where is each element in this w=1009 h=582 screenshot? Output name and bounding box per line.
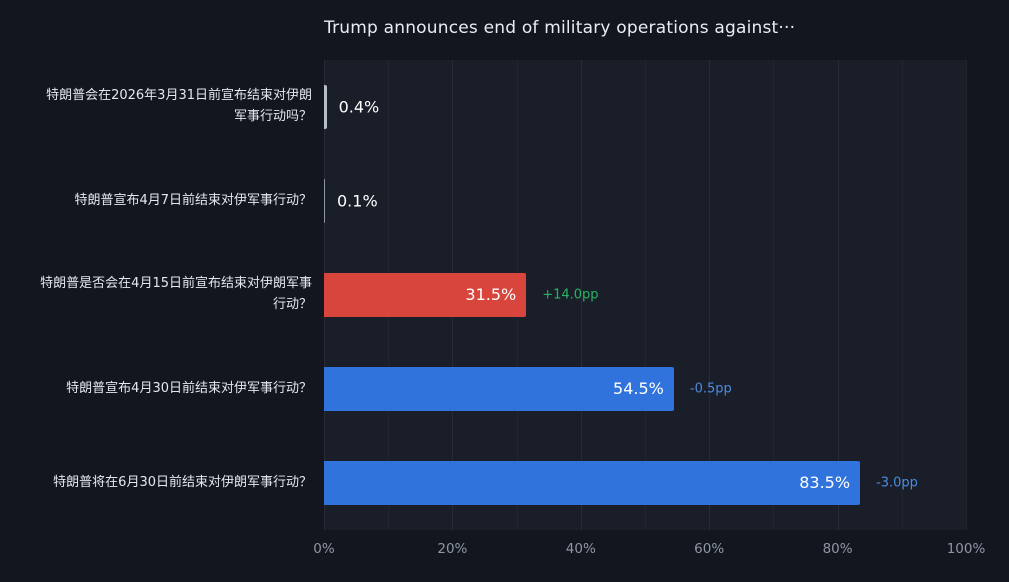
bar-row: 31.5% +14.0pp	[324, 248, 966, 342]
bar-row: 83.5% -3.0pp	[324, 436, 966, 530]
x-axis: 0% 20% 40% 60% 80% 100%	[313, 541, 985, 561]
bar: 54.5%	[324, 367, 674, 411]
bar-change-annotation: -0.5pp	[689, 381, 732, 397]
bar-change-annotation: -3.0pp	[876, 475, 918, 491]
x-tick-label: 0%	[313, 541, 335, 557]
category-labels: 特朗普会在2026年3月31日前宣布结束对伊朗军事行动吗？ 特朗普宣布4月7日前结…	[0, 60, 324, 530]
x-tick-label: 60%	[694, 541, 725, 557]
category-label-row: 特朗普会在2026年3月31日前宣布结束对伊朗军事行动吗？	[0, 60, 324, 154]
category-label: 特朗普将在6月30日前结束对伊朗军事行动？	[53, 474, 312, 490]
bar-change-annotation: +14.0pp	[542, 287, 599, 303]
category-label: 特朗普会在2026年3月31日前宣布结束对伊朗军事行动吗？	[46, 88, 312, 124]
category-label-row: 特朗普宣布4月7日前结束对伊军事行动？	[0, 154, 324, 248]
category-label: 特朗普宣布4月30日前结束对伊军事行动？	[66, 380, 312, 396]
gridline	[709, 60, 711, 530]
bar-value-label: 83.5%	[799, 473, 851, 492]
gridline	[837, 60, 839, 530]
bar-value-label: 31.5%	[465, 285, 517, 304]
bar-row: 0.4%	[324, 60, 966, 154]
category-label-row: 特朗普宣布4月30日前结束对伊军事行动？	[0, 342, 324, 436]
x-tick-label: 40%	[565, 541, 596, 557]
bar: 83.5%	[324, 461, 861, 505]
bar	[324, 179, 325, 223]
bar-value-label: 0.1%	[337, 191, 378, 211]
bar: 31.5%	[324, 273, 527, 317]
x-tick-label: 20%	[437, 541, 468, 557]
category-label-row: 特朗普将在6月30日前结束对伊朗军事行动？	[0, 436, 324, 530]
bar-value-label: 0.4%	[338, 97, 380, 117]
chart-title: Trump announces end of military operatio…	[324, 18, 796, 38]
bar	[324, 85, 327, 129]
x-tick-label: 80%	[822, 541, 853, 557]
bar-row: 0.1%	[324, 154, 966, 248]
category-label-row: 特朗普是否会在4月15日前宣布结束对伊朗军事行动？	[0, 248, 324, 342]
plot-area: 0.4% 0.1% 31.5% +14.0pp 54.5% -0.5pp 83.5% -3.0…	[324, 60, 967, 530]
bar-value-label: 54.5%	[613, 379, 664, 398]
gridline	[580, 60, 582, 530]
gridline	[966, 60, 967, 530]
x-tick-label: 100%	[946, 541, 986, 557]
bar-row: 54.5% -0.5pp	[324, 342, 966, 436]
category-label: 特朗普是否会在4月15日前宣布结束对伊朗军事行动？	[40, 276, 312, 312]
category-label: 特朗普宣布4月7日前结束对伊军事行动？	[74, 192, 312, 208]
